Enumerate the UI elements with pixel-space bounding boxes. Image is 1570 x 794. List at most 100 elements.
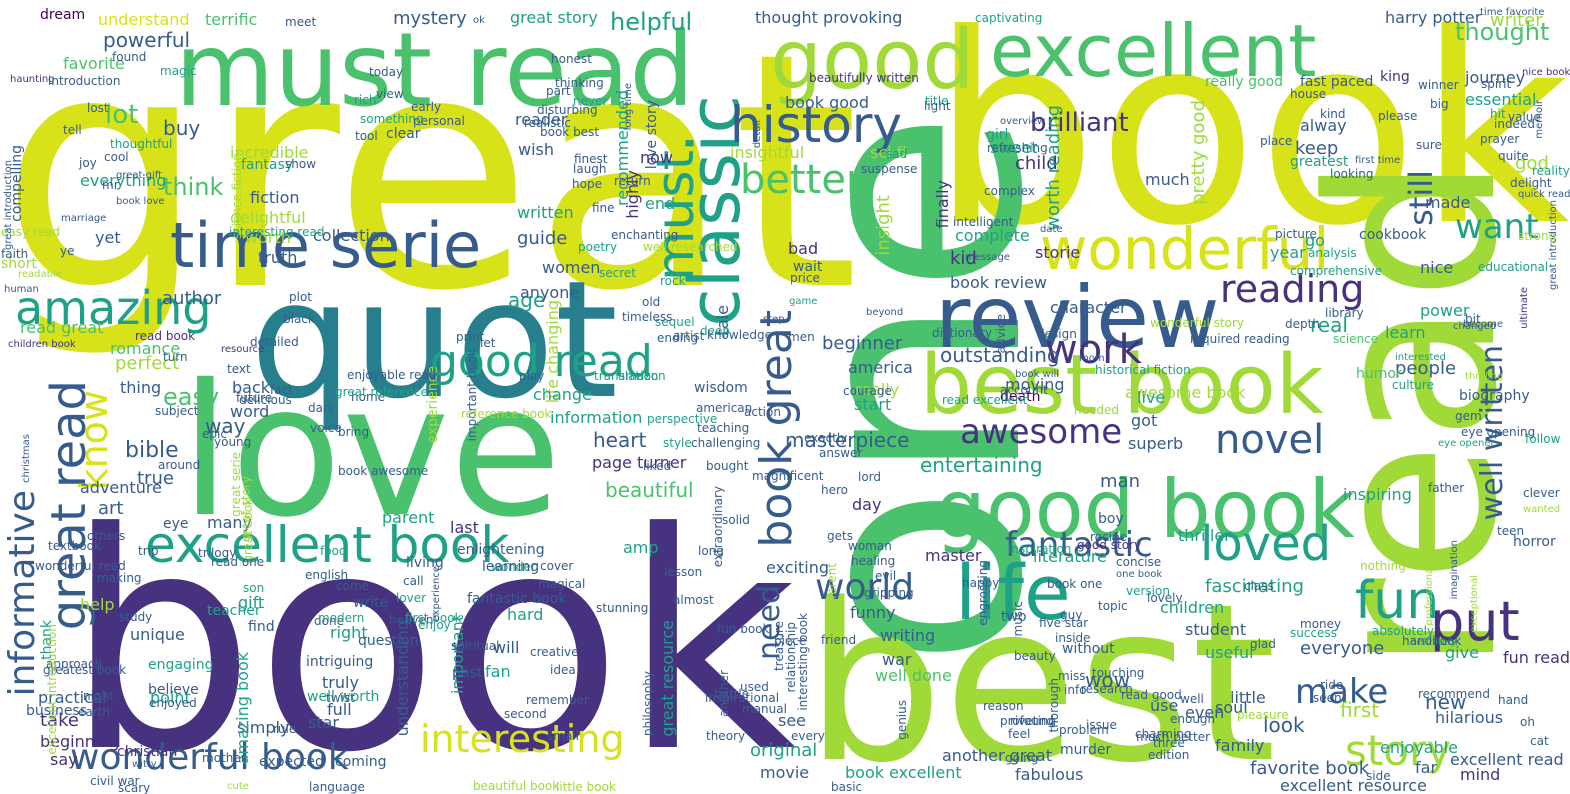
word-read-book: read book bbox=[135, 329, 196, 343]
word-personal: personal bbox=[413, 114, 465, 128]
word-feel: feel bbox=[1008, 727, 1031, 741]
word-detailed: detailed bbox=[250, 335, 299, 349]
word-extraordinary: extraordinary bbox=[711, 486, 725, 568]
word-wisdom: wisdom bbox=[694, 380, 748, 396]
word-keep: keep bbox=[1295, 138, 1339, 159]
word-message: message bbox=[965, 252, 1010, 263]
word-entertaining: entertaining bbox=[920, 453, 1043, 477]
word-story: story bbox=[1345, 726, 1452, 775]
word-music: music bbox=[1011, 601, 1025, 637]
word-faith: faith bbox=[1, 247, 29, 261]
word-amp: amp bbox=[623, 538, 659, 557]
word-stunning: stunning bbox=[596, 601, 649, 615]
word-son: son bbox=[243, 581, 265, 595]
word-learning: learning bbox=[482, 559, 540, 575]
word-world: world bbox=[815, 567, 915, 608]
word-read-excellent: read excellent bbox=[942, 393, 1028, 407]
word-design: design bbox=[1037, 327, 1077, 341]
word-winner: winner bbox=[1418, 78, 1459, 92]
word-strong: strong bbox=[1518, 229, 1557, 243]
word-magical: magical bbox=[538, 577, 586, 591]
word-worth: worth bbox=[245, 228, 291, 247]
word-return: return bbox=[614, 174, 651, 188]
word-epic: epic bbox=[202, 427, 227, 441]
word-professional: professional bbox=[1424, 565, 1435, 626]
word-happy: happy bbox=[962, 576, 1000, 590]
word-put: put bbox=[1430, 590, 1520, 653]
word-kid: kid bbox=[950, 248, 977, 269]
word-version: version bbox=[1126, 584, 1170, 598]
word-harry-potter: harry potter bbox=[1385, 8, 1482, 27]
word-really: really bbox=[855, 380, 900, 399]
word-tell: tell bbox=[63, 123, 82, 137]
word-new: new bbox=[1425, 690, 1467, 714]
word-book-top: book bbox=[931, 0, 1570, 283]
word-mr: mr bbox=[102, 178, 119, 192]
word-interesting-read: interesting read bbox=[229, 225, 325, 239]
word-teacher: teacher bbox=[207, 603, 261, 619]
word-home: home bbox=[351, 390, 386, 404]
word-bible: bible bbox=[125, 438, 179, 463]
word-sequel: sequel bbox=[655, 315, 695, 329]
word-friend: friend bbox=[821, 633, 857, 647]
word-amazon: amazon bbox=[618, 369, 666, 383]
word-lot: lot bbox=[105, 100, 139, 130]
word-first-book: first book bbox=[405, 611, 462, 625]
word-delight: delight bbox=[1510, 176, 1552, 190]
word-long-time: long time bbox=[623, 83, 634, 131]
word-beyond: beyond bbox=[866, 307, 904, 318]
word-reader: reader bbox=[515, 110, 568, 129]
word-refreshing: refreshing bbox=[987, 141, 1048, 155]
word-two: two bbox=[1001, 609, 1027, 625]
word-collection: collection bbox=[313, 226, 390, 245]
word-black: black bbox=[283, 312, 315, 326]
word-going: going bbox=[1005, 751, 1039, 765]
word-will: will bbox=[493, 638, 520, 657]
word-read-one: read one bbox=[211, 555, 265, 569]
word-thought: thought bbox=[1455, 18, 1550, 46]
word-looking: looking bbox=[1330, 167, 1374, 181]
word-mystery: mystery bbox=[393, 8, 467, 29]
word-good-read: good read bbox=[430, 336, 653, 387]
word-children: children bbox=[1160, 598, 1225, 617]
word-expected: expected bbox=[259, 754, 324, 770]
word-wish: wish bbox=[518, 140, 555, 159]
word-view: view bbox=[376, 87, 404, 101]
word-hope: hope bbox=[572, 177, 602, 191]
word-value: value bbox=[1508, 110, 1541, 124]
word-sad: sad bbox=[886, 147, 908, 161]
word-murder: murder bbox=[1060, 742, 1112, 758]
word-wait: wait bbox=[793, 259, 823, 275]
word-laugh: laugh bbox=[573, 162, 607, 176]
word-another-great: another great bbox=[942, 746, 1052, 765]
word-something: something bbox=[360, 112, 424, 126]
word-sci-fi: sci fi bbox=[870, 143, 907, 162]
word-excellent-resource: excellent resource bbox=[1280, 776, 1427, 794]
word-challenging: challenging bbox=[691, 436, 761, 450]
word-thinking: thinking bbox=[555, 76, 604, 90]
word-tool: tool bbox=[355, 129, 378, 143]
word-issue: issue bbox=[1086, 718, 1117, 732]
word-see: see bbox=[778, 711, 807, 730]
word-living: living bbox=[406, 555, 444, 571]
word-manual: manual bbox=[742, 702, 787, 716]
word-lovely: lovely bbox=[1147, 591, 1183, 605]
word-haunting: haunting bbox=[10, 74, 55, 85]
word-concise: concise bbox=[1116, 555, 1162, 569]
word-loved: loved bbox=[1200, 516, 1332, 572]
word-language: language bbox=[309, 780, 365, 794]
word-beautifully-written: beautifully written bbox=[809, 71, 919, 85]
word-soul: soul bbox=[1215, 698, 1248, 717]
word-great-book: great book bbox=[241, 498, 255, 563]
word-truly: truly bbox=[322, 673, 359, 692]
word-cute: cute bbox=[227, 781, 249, 792]
word-excellent-book: excellent book bbox=[145, 516, 510, 574]
word-done: done bbox=[314, 614, 344, 628]
word-used: used bbox=[740, 680, 769, 694]
word-remember: remember bbox=[526, 693, 589, 707]
word-enjoy: enjoy bbox=[418, 618, 451, 632]
word-inspirational: inspirational bbox=[705, 691, 780, 705]
word-america: america bbox=[848, 358, 913, 377]
word-culture: culture bbox=[1392, 378, 1434, 392]
word-textbook: textbook bbox=[48, 539, 101, 553]
